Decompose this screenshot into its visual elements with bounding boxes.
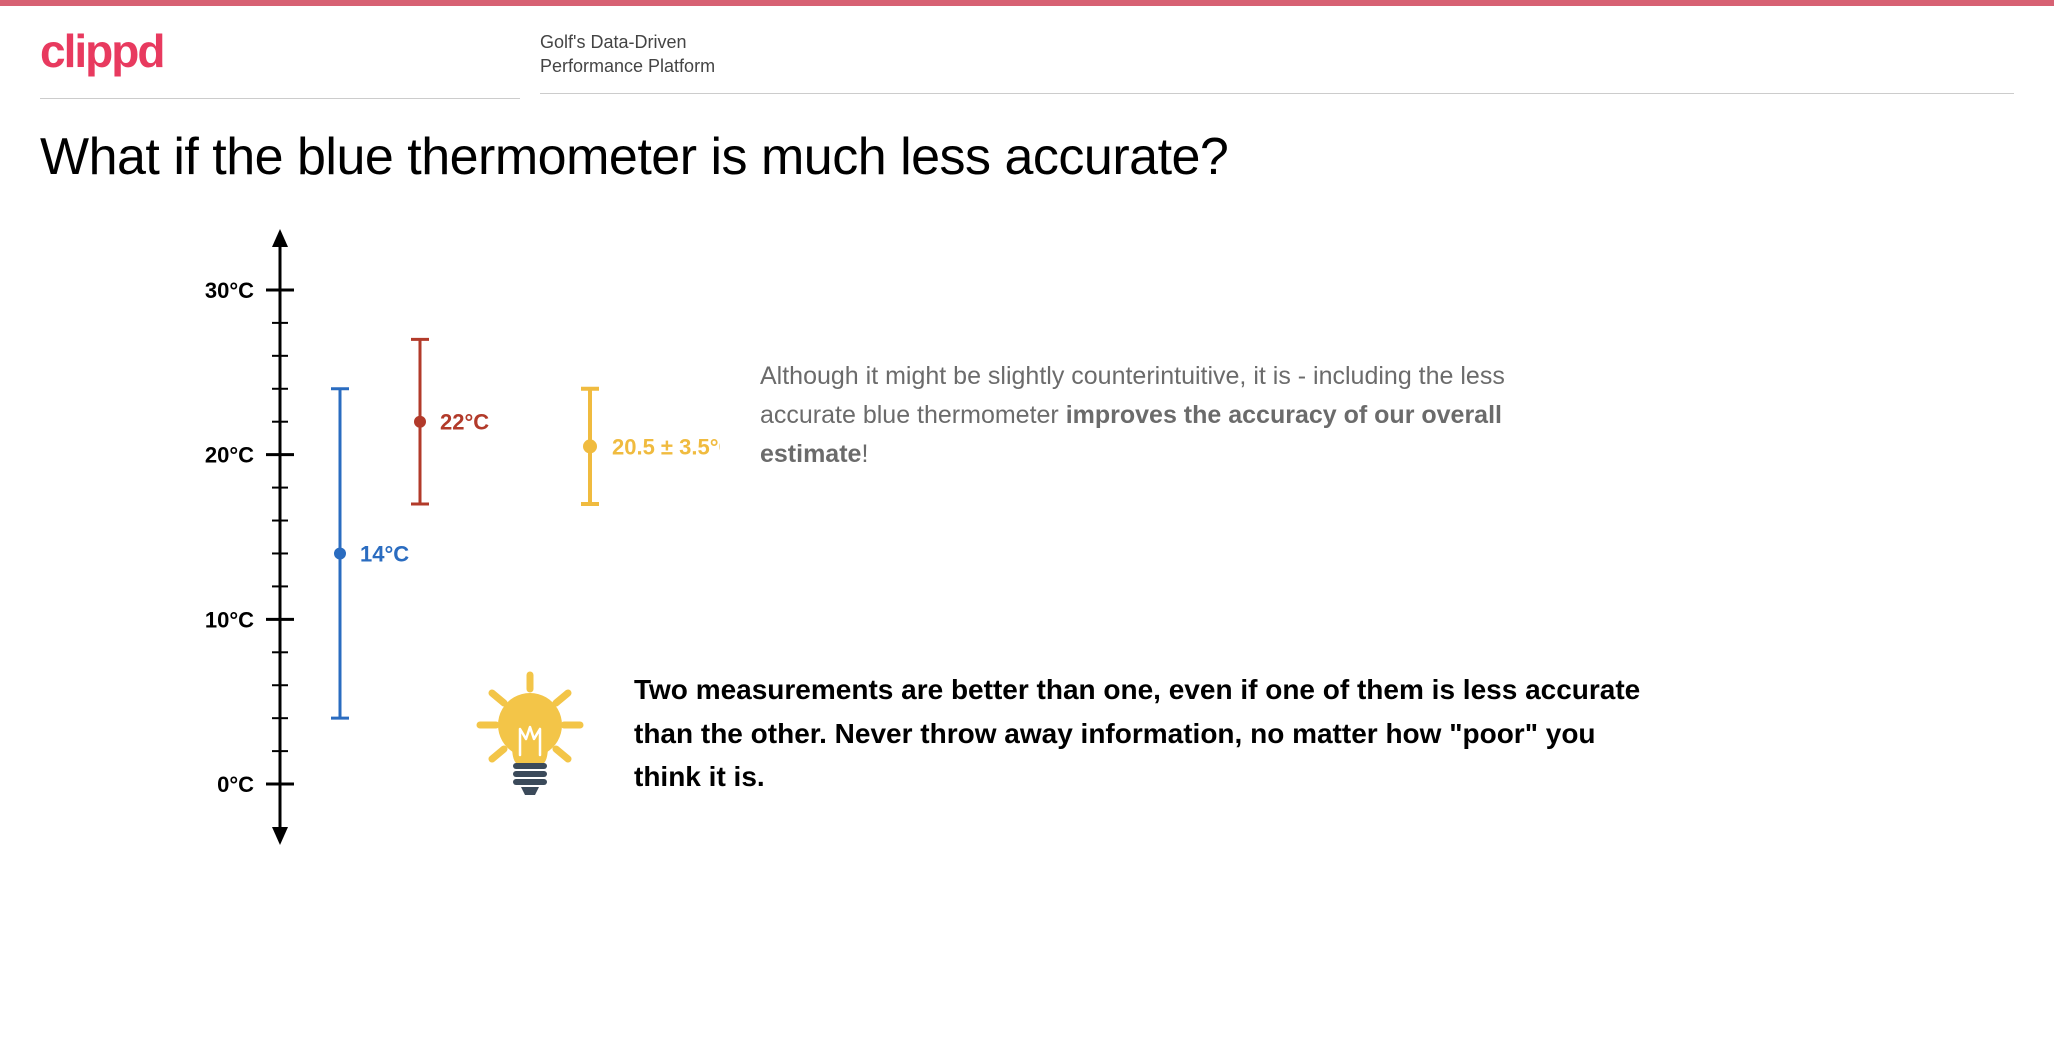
svg-text:30°C: 30°C [205,278,254,303]
tagline-line1: Golf's Data-Driven [540,30,2014,54]
thermometer-chart: 0°C 10°C 20°C 30°C 14°C 22°C 20.5 ± 3.5°C [40,217,720,857]
tagline-block: Golf's Data-Driven Performance Platform [540,24,2014,94]
explanation-paragraph: Although it might be slightly counterint… [760,357,1580,473]
svg-text:20°C: 20°C [205,443,254,468]
brand-logo: clippd [40,24,520,78]
chart-area: 0°C 10°C 20°C 30°C 14°C 22°C 20.5 ± 3.5°C [40,217,720,857]
svg-text:20.5 ± 3.5°C: 20.5 ± 3.5°C [612,434,720,459]
svg-text:0°C: 0°C [217,772,254,797]
takeaway-text: Two measurements are better than one, ev… [634,668,1654,798]
page-title: What if the blue thermometer is much les… [0,99,2054,197]
svg-text:10°C: 10°C [205,607,254,632]
logo-block: clippd [40,24,520,99]
svg-text:14°C: 14°C [360,541,409,566]
header: clippd Golf's Data-Driven Performance Pl… [0,6,2054,99]
para-post: ! [861,440,868,468]
right-column: Although it might be slightly counterint… [760,217,2014,857]
content: 0°C 10°C 20°C 30°C 14°C 22°C 20.5 ± 3.5°C Alth… [0,197,2054,857]
tagline-line2: Performance Platform [540,54,2014,78]
svg-text:22°C: 22°C [440,410,489,435]
